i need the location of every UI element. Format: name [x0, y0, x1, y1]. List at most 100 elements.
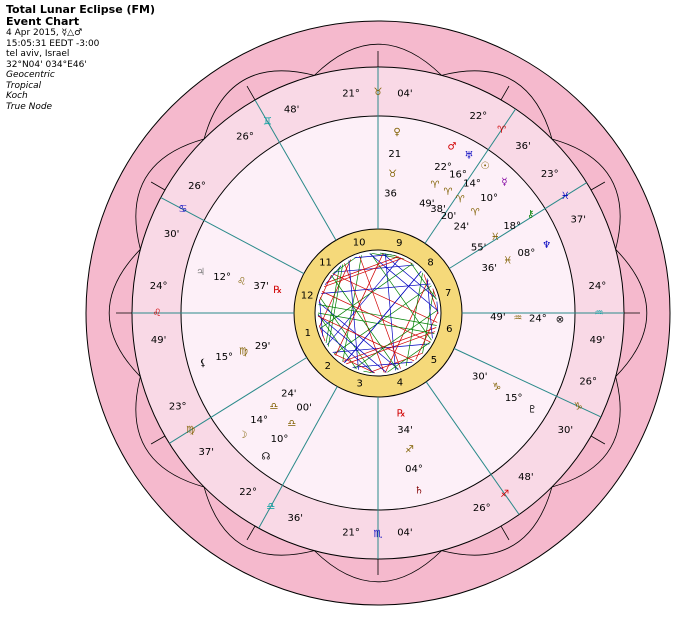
cusp-degree: 26°	[473, 503, 491, 514]
planet-glyph: ⚷	[527, 209, 534, 220]
cusp-sign: ♎	[266, 501, 275, 512]
scallops	[108, 43, 648, 583]
cusp-degree: 23°	[541, 169, 559, 180]
aspect-line	[354, 254, 392, 259]
aspect-line	[321, 291, 431, 343]
aspect-line	[422, 290, 434, 354]
aspect-line	[318, 304, 437, 326]
aspect-line	[333, 353, 376, 374]
planet-minute: 24'	[281, 388, 296, 399]
header-line: Geocentric	[6, 70, 55, 80]
planet-degree: 14°	[250, 415, 268, 426]
aspect-line	[410, 262, 437, 300]
cusp-sign: ♊	[263, 117, 272, 128]
aspect-field	[314, 249, 442, 377]
cusp-minute: 37'	[199, 447, 214, 458]
aspect-line	[369, 352, 423, 373]
cusp-line	[453, 348, 602, 418]
planet-degree: 24°	[529, 314, 547, 325]
cusp-degree: 22°	[469, 111, 487, 122]
aspect-line	[342, 255, 362, 362]
aspect-line	[332, 343, 430, 353]
planet-degree: 14°	[463, 179, 481, 190]
aspect-line	[393, 254, 413, 265]
planet-glyph: ⚸	[199, 358, 206, 369]
cusp-line	[425, 381, 520, 515]
aspect-line	[317, 315, 415, 362]
planet-glyph: ☿	[501, 177, 507, 188]
cusp-minute: 04'	[397, 89, 412, 100]
planet-degree: 18°	[503, 221, 521, 232]
aspect-line	[432, 288, 437, 297]
planet-glyph: ♇	[528, 404, 537, 415]
cusp-line	[448, 182, 587, 269]
retrograde: ℞	[397, 408, 406, 419]
header-line: Tropical	[6, 80, 42, 91]
aspect-line	[380, 252, 397, 257]
planet-degree: 15°	[505, 393, 523, 404]
subtitle: Event Chart	[6, 15, 80, 28]
aspect-line	[354, 309, 439, 369]
planet-sign: ♎	[287, 418, 296, 429]
house-number: 12	[301, 290, 314, 301]
planet-minute: 37'	[253, 281, 268, 292]
planet-sign: ♈	[456, 195, 465, 206]
planet-glyph: ♆	[542, 240, 551, 251]
cusp-sign: ♋	[178, 204, 187, 215]
aspect-line	[324, 265, 342, 286]
cusp-degree: 24°	[150, 281, 168, 292]
planet-sign: ♌	[237, 277, 246, 288]
aspect-line	[370, 253, 432, 341]
cusp-minute: 37'	[571, 215, 586, 226]
planet-minute: 24'	[454, 222, 469, 233]
header-line: Koch	[6, 91, 28, 101]
planet-sign: ♓	[503, 256, 512, 267]
house-number: 4	[397, 378, 403, 389]
house-number: 3	[357, 379, 363, 390]
planet-sign: ♍	[239, 347, 248, 358]
title: Total Lunar Eclipse (FM)	[6, 3, 156, 16]
cusp-sign: ♏	[374, 529, 383, 540]
header-line: 4 Apr 2015, ☿△♂	[6, 28, 83, 38]
planet-degree: 04°	[405, 464, 423, 475]
aspect-line	[318, 302, 399, 370]
planet-minute: 49'	[490, 312, 505, 323]
house-number: 8	[427, 257, 433, 268]
house-number: 5	[431, 355, 437, 366]
planet-sign: ♐	[405, 444, 414, 455]
aspect-line	[359, 255, 401, 369]
planet-sign: ♉	[388, 169, 397, 180]
planet-sign: ♎	[269, 402, 278, 413]
planet-degree: 22°	[434, 162, 452, 173]
cusp-sign: ♐	[500, 489, 509, 500]
aspect-line	[348, 260, 359, 370]
house-number: 2	[325, 361, 331, 372]
aspect-line	[326, 257, 401, 346]
aspect-line	[332, 273, 438, 323]
aspect-line	[327, 264, 344, 347]
cusp-minute: 36'	[515, 141, 530, 152]
cusp-minute: 49'	[590, 335, 605, 346]
planet-sign: ♓	[491, 232, 500, 243]
planet-glyph: ☉	[480, 161, 489, 172]
aspect-line	[426, 278, 433, 339]
planet-degree: 12°	[213, 272, 231, 283]
planet-glyph: ☽	[238, 430, 247, 441]
aspect-line	[317, 313, 357, 370]
planet-degree: 10°	[480, 193, 498, 204]
cusp-line	[424, 108, 516, 244]
cusp-minute: 48'	[518, 472, 533, 483]
planet-degree: 08°	[517, 248, 535, 259]
aspect-line	[405, 272, 423, 367]
house-number: 7	[445, 288, 451, 299]
aspect-line	[384, 280, 429, 373]
house-number: 11	[319, 257, 332, 268]
planet-minute: 49'	[419, 198, 434, 209]
planet-sign: ♈	[430, 180, 439, 191]
cusp-minute: 30'	[558, 425, 573, 436]
cusp-degree: 24°	[588, 281, 606, 292]
cusp-sign: ♈	[497, 125, 506, 136]
aspect-line	[342, 327, 437, 362]
cusp-sign: ♓	[561, 191, 570, 202]
